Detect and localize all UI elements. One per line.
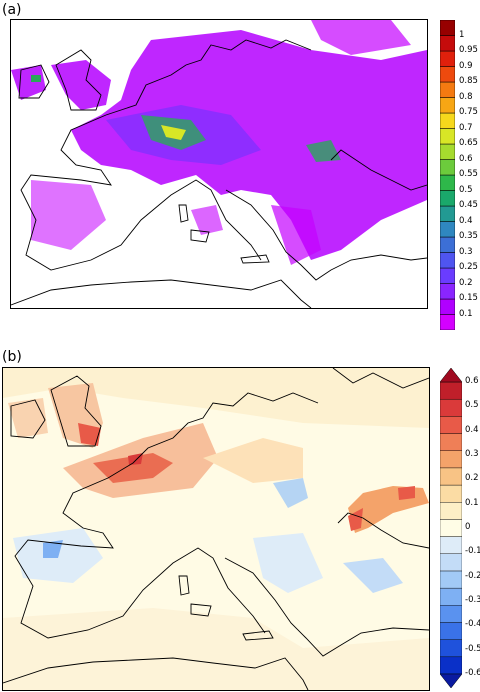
colorbar-a-swatch bbox=[439, 205, 456, 222]
colorbar-a-tick-label: 0.65 bbox=[459, 138, 478, 148]
colorbar-b-swatch bbox=[439, 398, 463, 417]
colorbar-a-swatch bbox=[439, 267, 456, 284]
colorbar-b-swatch bbox=[439, 536, 463, 554]
colorbar-a-swatch bbox=[439, 236, 456, 253]
colorbar-b-tick-label: 0.5 bbox=[465, 400, 479, 411]
colorbar-b-max-triangle bbox=[439, 367, 463, 383]
colorbar-b-swatches bbox=[439, 367, 463, 689]
colorbar-a-tick-label: 0.35 bbox=[459, 231, 478, 241]
colorbar-b-swatch bbox=[439, 433, 463, 451]
colorbar-b-tick-label: -0.5 bbox=[465, 643, 480, 654]
map-a-canvas bbox=[11, 20, 427, 308]
colorbar-a-tick-label: 0.7 bbox=[459, 122, 473, 133]
colorbar-b-swatch bbox=[439, 467, 463, 486]
colorbar-a-tick-label: 0.1 bbox=[459, 308, 473, 319]
colorbar-b-tick-label: 0.2 bbox=[465, 473, 479, 484]
map-b-canvas bbox=[3, 368, 429, 690]
colorbar-b-min-triangle bbox=[439, 673, 463, 689]
colorbar-b-swatch bbox=[439, 570, 463, 589]
colorbar-a-tick-label: 0.15 bbox=[459, 293, 478, 303]
colorbar-b-swatch bbox=[439, 381, 463, 400]
colorbar-a-tick-label: 0.2 bbox=[459, 277, 473, 288]
colorbar-a-swatch bbox=[439, 190, 456, 207]
colorbar-b-swatch bbox=[439, 622, 463, 640]
colorbar-a-tick-label: 1 bbox=[459, 29, 465, 40]
colorbar-a-tick-label: 0.45 bbox=[459, 200, 478, 210]
colorbar-a-tick-label: 0.25 bbox=[459, 262, 478, 272]
coastlines bbox=[3, 368, 429, 690]
colorbar-a-tick-label: 0.85 bbox=[459, 76, 478, 86]
colorbar-a-swatch bbox=[439, 81, 456, 98]
colorbar-a-tick-label: 0.6 bbox=[459, 153, 473, 164]
colorbar-a-swatch bbox=[439, 66, 456, 83]
colorbar-b bbox=[439, 367, 463, 689]
colorbar-b-swatch bbox=[439, 553, 463, 572]
colorbar-b-tick-label: -0.3 bbox=[465, 595, 480, 605]
colorbar-b-tick-label: 0.6 bbox=[465, 376, 479, 386]
colorbar-b-tick-label: 0.1 bbox=[465, 497, 479, 508]
colorbar-b-swatch bbox=[439, 605, 463, 623]
colorbar-b-swatch bbox=[439, 416, 463, 434]
probability-field bbox=[11, 20, 427, 265]
colorbar-b-swatch bbox=[439, 502, 463, 520]
colorbar-a bbox=[439, 19, 456, 331]
colorbar-b-swatch bbox=[439, 484, 463, 503]
colorbar-a-swatch bbox=[439, 19, 456, 36]
panel-a-label: (a) bbox=[2, 2, 22, 18]
colorbar-b-tick-label: -0.2 bbox=[465, 570, 480, 581]
colorbar-a-tick-label: 0.75 bbox=[459, 107, 478, 117]
coastlines bbox=[11, 39, 427, 308]
colorbar-a-swatches bbox=[439, 19, 456, 331]
colorbar-b-swatch bbox=[439, 587, 463, 606]
colorbar-a-swatch bbox=[439, 314, 456, 331]
colorbar-a-swatch bbox=[439, 143, 456, 160]
colorbar-a-swatch bbox=[439, 35, 456, 52]
colorbar-a-tick-label: 0.9 bbox=[459, 60, 473, 71]
colorbar-b-tick-label: 0.4 bbox=[465, 424, 479, 435]
colorbar-b-tick-label: -0.6 bbox=[465, 668, 480, 678]
map-a bbox=[10, 19, 428, 309]
colorbar-a-tick-label: 0.3 bbox=[459, 246, 473, 257]
colorbar-a-tick-label: 0.55 bbox=[459, 169, 478, 179]
colorbar-b-swatch bbox=[439, 656, 463, 675]
colorbar-b-swatch bbox=[439, 450, 463, 469]
colorbar-a-tick-label: 0.4 bbox=[459, 215, 473, 226]
colorbar-a-swatch bbox=[439, 221, 456, 238]
colorbar-a-swatch bbox=[439, 283, 456, 300]
colorbar-b-swatch bbox=[439, 639, 463, 658]
colorbar-b-tick-label: 0.3 bbox=[465, 449, 479, 459]
colorbar-b-swatch bbox=[439, 519, 463, 537]
colorbar-a-swatch bbox=[439, 97, 456, 114]
colorbar-a-swatch bbox=[439, 298, 456, 315]
colorbar-a-swatch bbox=[439, 50, 456, 67]
colorbar-b-tick-label: 0 bbox=[465, 522, 471, 532]
colorbar-a-tick-label: 0.8 bbox=[459, 91, 473, 102]
anomaly-field bbox=[3, 368, 429, 690]
map-b bbox=[2, 367, 430, 691]
colorbar-a-swatch bbox=[439, 159, 456, 176]
colorbar-b-tick-label: -0.4 bbox=[465, 619, 480, 630]
colorbar-a-swatch bbox=[439, 112, 456, 129]
colorbar-a-swatch bbox=[439, 252, 456, 269]
colorbar-a-swatch bbox=[439, 128, 456, 145]
colorbar-a-tick-label: 0.95 bbox=[459, 45, 478, 55]
panel-b-label: (b) bbox=[2, 349, 22, 365]
colorbar-a-swatch bbox=[439, 174, 456, 191]
colorbar-b-tick-label: -0.1 bbox=[465, 546, 480, 557]
colorbar-a-tick-label: 0.5 bbox=[459, 184, 473, 195]
